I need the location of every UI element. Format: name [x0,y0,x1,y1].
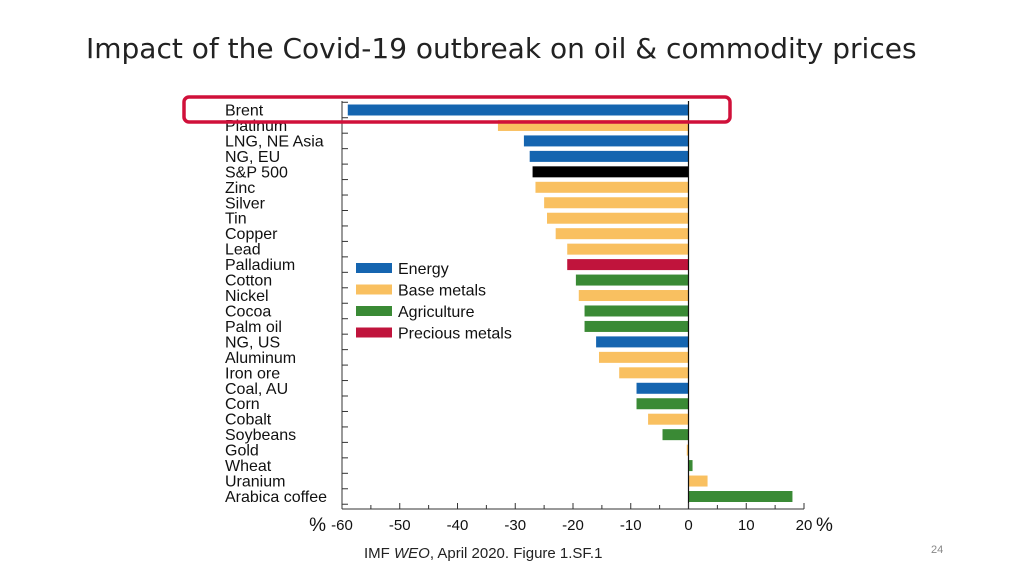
category-label: Gold [225,443,259,460]
legend-label: Precious metals [398,326,512,343]
category-label: Lead [225,242,261,259]
bar-brent [347,104,689,116]
category-label: Zinc [225,180,255,197]
category-label: Cocoa [225,303,271,320]
legend-swatch-agriculture [356,306,392,316]
bar-platinum [497,119,689,131]
category-label: Arabica coffee [225,489,327,506]
bar-uranium [688,475,708,487]
category-label: Silver [225,195,266,212]
bar-ng-us [596,336,689,348]
highlight-box [182,95,732,124]
source-suffix: , April 2020. Figure 1.SF.1 [429,545,603,562]
bar-lead [567,243,689,255]
category-label: Cotton [225,273,272,290]
legend-label: Base metals [398,283,486,300]
x-tick-label: 0 [684,517,692,534]
category-label: Cobalt [225,412,272,429]
bar-palm-oil [584,320,689,332]
category-label: Tin [225,211,247,228]
bar-arabica-coffee [688,491,793,502]
x-unit-label-left: % [309,515,326,536]
category-label: NG, EU [225,149,280,166]
category-label: Wheat [225,458,272,475]
category-label: Palladium [225,257,295,274]
x-tick-label: -50 [389,517,411,534]
bar-palladium [567,259,689,271]
source-italic: WEO [394,545,430,562]
bar-aluminum [598,351,689,363]
bar-coal-au [636,382,689,394]
bar-cobalt [648,413,689,425]
category-label: Nickel [225,288,269,305]
category-label: Brent [225,103,264,120]
category-label: Coal, AU [225,381,288,398]
category-label: Copper [225,226,278,243]
legend-label: Energy [398,261,449,278]
bar-ng-eu [529,150,689,162]
bar-zinc [535,181,689,193]
x-unit-label-right: % [816,515,833,536]
bar-gold [686,444,689,456]
bar-tin [547,212,689,224]
category-label: NG, US [225,334,280,351]
bar-wheat [688,460,693,472]
bar-lng-ne-asia [523,135,689,147]
x-tick-label: -20 [562,517,584,534]
category-label: S&P 500 [225,164,288,181]
legend-swatch-base-metals [356,284,392,295]
category-label: LNG, NE Asia [225,133,324,150]
legend-swatch-energy [356,263,392,273]
category-label: Corn [225,396,260,413]
source-note: IMF WEO, April 2020. Figure 1.SF.1 [364,545,602,562]
bar-soybeans [662,429,689,441]
bar-cocoa [584,305,689,317]
legend-label: Agriculture [398,304,475,321]
legend-swatch-precious-metals [356,327,392,338]
bar-cotton [575,274,689,286]
slide-title: Impact of the Covid-19 outbreak on oil &… [86,32,917,65]
x-tick-label: -10 [620,517,642,534]
page-number: 24 [931,544,944,556]
bar-nickel [578,290,689,302]
x-tick-label: -60 [331,517,353,534]
category-label: Iron ore [225,365,280,382]
bar-silver [544,197,689,209]
category-label: Soybeans [225,427,296,444]
source-prefix: IMF [364,545,394,562]
x-tick-label: -30 [504,517,526,534]
bar-corn [636,398,689,410]
x-tick-label: 20 [796,517,813,534]
bar-copper [555,228,689,240]
x-tick-label: 10 [738,517,755,534]
bar-s-p-500 [532,166,689,178]
category-label: Palm oil [225,319,282,336]
category-label: Uranium [225,474,285,491]
category-label: Aluminum [225,350,296,367]
x-tick-label: -40 [447,517,469,534]
bar-iron-ore [619,367,689,379]
